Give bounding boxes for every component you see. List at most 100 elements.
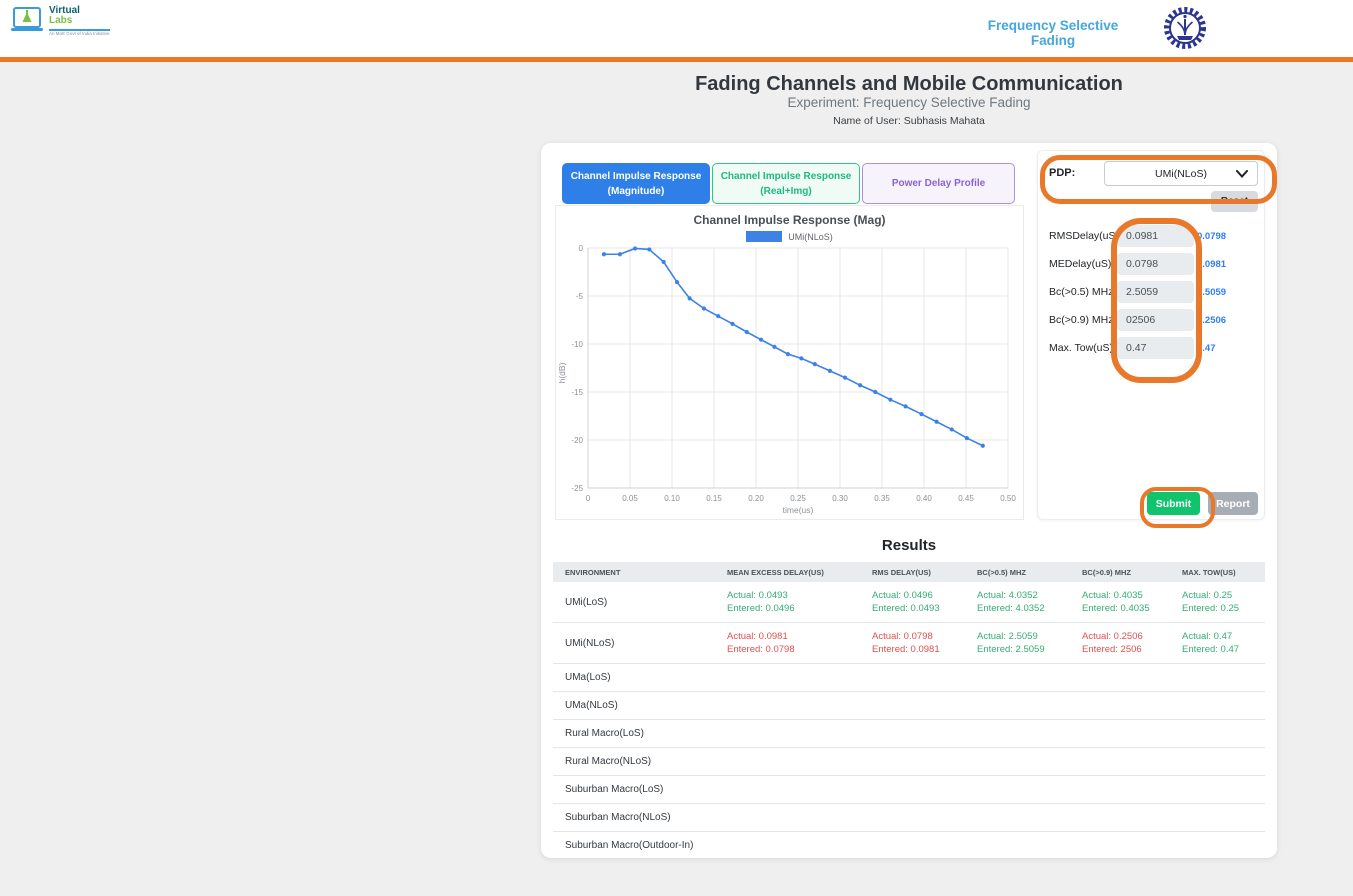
results-title: Results bbox=[881, 537, 937, 554]
entered-value: Entered: 0.0496 bbox=[727, 603, 795, 614]
entered-value: Entered: 0.4035 bbox=[1082, 603, 1150, 614]
svg-text:0: 0 bbox=[586, 494, 591, 503]
svg-text:-20: -20 bbox=[571, 436, 583, 445]
tab-cir-real-img[interactable]: Channel Impulse Response (Real+Img) bbox=[712, 163, 860, 204]
pdp-selected-value: UMi(NLoS) bbox=[1155, 167, 1207, 180]
environment-name: Rural Macro(NLoS) bbox=[565, 756, 652, 767]
actual-value: Actual: 0.0493 bbox=[727, 589, 788, 601]
result-cell: Actual: 0.0798 Entered: 0.0981 bbox=[860, 630, 965, 657]
report-button[interactable]: Report bbox=[1208, 492, 1258, 515]
param-row: MEDelay(uS): 0.0981 bbox=[1045, 252, 1261, 276]
tab-cir-magnitude[interactable]: Channel Impulse Response (Magnitude) bbox=[562, 163, 710, 204]
virtual-labs-logo[interactable]: Virtual Labs An MoE Govt of India Initia… bbox=[10, 6, 110, 44]
parameter-fields: RMSDelay(uS): 0.0798 MEDelay(uS): 0.0981 Bc(… bbox=[1045, 222, 1261, 372]
param-label: Bc(>0.5) MHz: bbox=[1049, 286, 1117, 298]
actual-value: Actual: 0.2506 bbox=[1082, 630, 1143, 642]
svg-text:0.15: 0.15 bbox=[706, 494, 722, 503]
actual-value: Actual: 0.0496 bbox=[872, 589, 933, 601]
tab-label: Channel Impulse Response bbox=[720, 170, 852, 182]
entered-value: Entered: 0.47 bbox=[1182, 644, 1240, 655]
result-cell: Actual: 0.25 Entered: 0.25 bbox=[1170, 589, 1265, 616]
entered-value: Entered: 0.0798 bbox=[727, 644, 795, 655]
table-row: Suburban Macro(NLoS) bbox=[553, 804, 1265, 832]
table-row: UMa(LoS) bbox=[553, 664, 1265, 692]
virtual-labs-laptop-flask-icon bbox=[11, 7, 43, 31]
page-title: Fading Channels and Mobile Communication bbox=[695, 73, 1123, 95]
param-input[interactable] bbox=[1117, 253, 1194, 275]
legend-swatch bbox=[746, 231, 783, 242]
environment-name: UMa(LoS) bbox=[565, 672, 611, 683]
reset-button[interactable]: Reset bbox=[1211, 191, 1258, 212]
param-input[interactable] bbox=[1117, 309, 1194, 331]
table-row: UMa(NLoS) bbox=[553, 692, 1265, 720]
page-subtitle: Experiment: Frequency Selective Fading bbox=[787, 95, 1031, 110]
param-label: Max. Tow(uS): bbox=[1049, 342, 1116, 354]
param-label: RMSDelay(uS): bbox=[1049, 230, 1122, 242]
chevron-down-icon bbox=[1236, 170, 1248, 178]
environment-name: UMa(NLoS) bbox=[565, 700, 618, 711]
actual-value: Actual: 0.25 bbox=[1182, 589, 1233, 601]
results-table-body: UMi(LoS) Actual: 0.0493 Entered: 0.0496 Act… bbox=[553, 582, 1265, 860]
chart-title: Channel Impulse Response (Mag) bbox=[693, 213, 886, 227]
actual-value: Actual: 0.0798 bbox=[872, 630, 933, 642]
environment-name: Suburban Macro(NLoS) bbox=[565, 812, 671, 823]
svg-text:0.45: 0.45 bbox=[958, 494, 974, 503]
actual-value-hint: 2.5059 bbox=[1197, 286, 1227, 298]
environment-name: Rural Macro(LoS) bbox=[565, 728, 644, 739]
col-header-max-tow: Max. Tow(uS) bbox=[1182, 567, 1236, 577]
svg-text:0.20: 0.20 bbox=[748, 494, 764, 503]
svg-text:0.05: 0.05 bbox=[622, 494, 638, 503]
param-row: RMSDelay(uS): 0.0798 bbox=[1045, 224, 1261, 248]
tab-label-line2: (Real+Img) bbox=[760, 185, 812, 197]
col-header-bc-05: Bc(>0.5) MHz bbox=[977, 567, 1026, 577]
tab-power-delay-profile[interactable]: Power Delay Profile bbox=[862, 163, 1015, 204]
param-input[interactable] bbox=[1117, 281, 1194, 303]
svg-text:-5: -5 bbox=[576, 292, 584, 301]
actual-value: Actual: 2.5059 bbox=[977, 630, 1038, 642]
param-row: Max. Tow(uS): 0.47 bbox=[1045, 336, 1261, 360]
svg-text:-10: -10 bbox=[571, 340, 583, 349]
logo-word-labs: Labs bbox=[49, 15, 73, 26]
environment-name: UMi(LoS) bbox=[565, 596, 608, 608]
entered-value: Entered: 2.5059 bbox=[977, 644, 1045, 655]
actual-value-hint: 0.2506 bbox=[1197, 314, 1227, 326]
svg-text:-15: -15 bbox=[571, 388, 583, 397]
param-input[interactable] bbox=[1117, 337, 1194, 359]
iit-kharagpur-logo bbox=[1164, 7, 1206, 49]
table-row: UMi(LoS) Actual: 0.0493 Entered: 0.0496 Act… bbox=[553, 582, 1265, 623]
svg-text:0.40: 0.40 bbox=[916, 494, 932, 503]
results-table-header: Environment Mean Excess Delay(uS) RMS De… bbox=[553, 562, 1265, 582]
actual-value-hint: 0.0981 bbox=[1197, 258, 1227, 270]
actual-value-hint: 0.47 bbox=[1197, 342, 1216, 354]
entered-value: Entered: 4.0352 bbox=[977, 603, 1045, 614]
environment-name: Suburban Macro(Outdoor-In) bbox=[565, 840, 694, 851]
result-cell: Actual: 4.0352 Entered: 4.0352 bbox=[965, 589, 1070, 616]
channel-impulse-response-chart: 0 0.05 0.10 0.15 0.20 0.25 0.30 0.35 0.40 0.45 0.5… bbox=[557, 244, 1016, 515]
svg-text:time(us): time(us) bbox=[783, 505, 814, 515]
svg-text:0: 0 bbox=[579, 244, 584, 253]
svg-text:0.50: 0.50 bbox=[1000, 494, 1016, 503]
svg-text:-25: -25 bbox=[571, 484, 583, 493]
result-cell: Actual: 0.4035 Entered: 0.4035 bbox=[1070, 589, 1170, 616]
actual-value-hint: 0.0798 bbox=[1197, 230, 1227, 242]
param-label: MEDelay(uS): bbox=[1049, 258, 1115, 270]
pdp-select[interactable]: UMi(NLoS) bbox=[1104, 161, 1258, 186]
environment-name: Suburban Macro(LoS) bbox=[565, 784, 664, 795]
entered-value: Entered: 0.0981 bbox=[872, 644, 940, 655]
chart-legend[interactable]: UMi(NLoS) bbox=[555, 231, 1024, 242]
header-experiment-title: Frequency Selective Fading bbox=[987, 18, 1119, 48]
header-divider bbox=[0, 57, 1353, 62]
svg-text:h(dB): h(dB) bbox=[557, 362, 567, 383]
user-name-label: Name of User: Subhasis Mahata bbox=[833, 115, 985, 127]
result-cell: Actual: 0.47 Entered: 0.47 bbox=[1170, 630, 1265, 657]
result-cell: Actual: 0.0496 Entered: 0.0493 bbox=[860, 589, 965, 616]
submit-button[interactable]: Submit bbox=[1147, 492, 1200, 515]
virtual-labs-wordmark: Virtual Labs An MoE Govt of India Initia… bbox=[49, 6, 110, 37]
svg-text:0.10: 0.10 bbox=[664, 494, 680, 503]
entered-value: Entered: 0.0493 bbox=[872, 603, 940, 614]
param-input[interactable] bbox=[1117, 225, 1194, 247]
table-row: Suburban Macro(LoS) bbox=[553, 776, 1265, 804]
table-row: Suburban Macro(Outdoor-In) bbox=[553, 832, 1265, 860]
col-header-bc-09: Bc(>0.9) MHz bbox=[1082, 567, 1131, 577]
actual-value: Actual: 0.4035 bbox=[1082, 589, 1143, 601]
